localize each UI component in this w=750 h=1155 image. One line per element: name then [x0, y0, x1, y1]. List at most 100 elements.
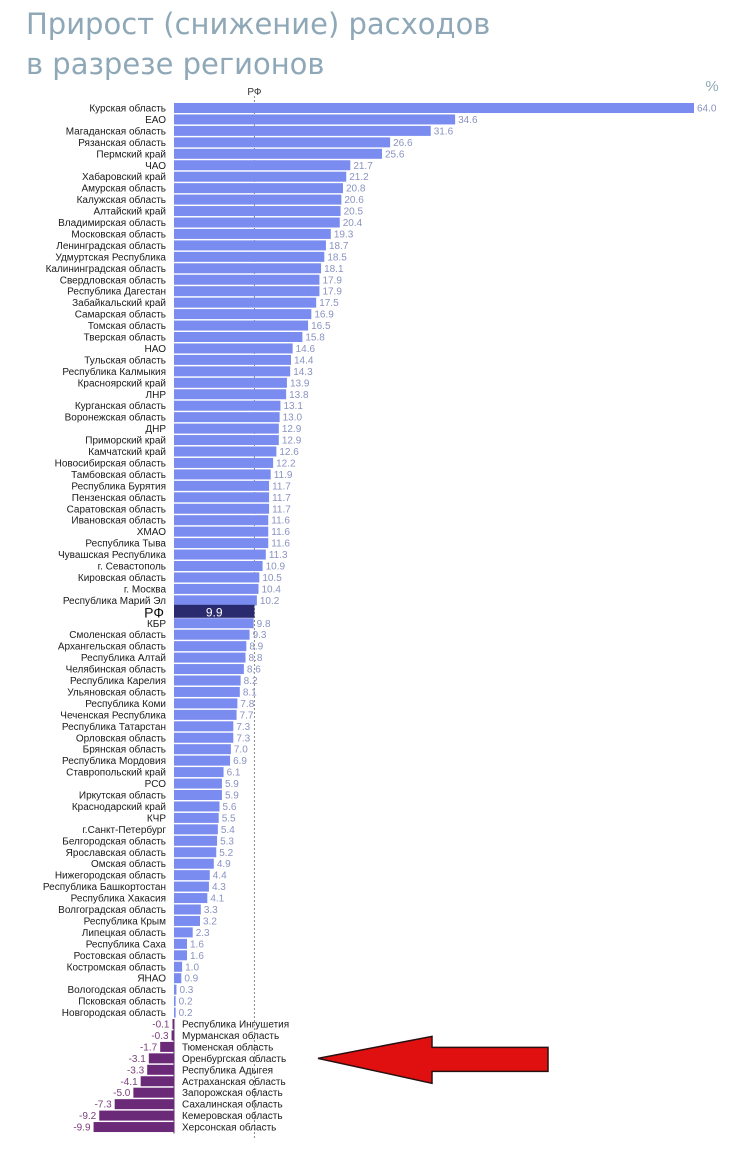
- category-label: Нижегородская область: [55, 870, 166, 882]
- value-label: 21.7: [353, 161, 373, 172]
- value-label: 13.9: [290, 378, 310, 389]
- bar: [172, 1019, 174, 1029]
- bar: [174, 343, 293, 354]
- value-label: 17.9: [322, 275, 342, 286]
- category-label: Владимирская область: [58, 217, 166, 229]
- value-label: 10.2: [260, 596, 280, 607]
- category-label: Амурская область: [82, 183, 166, 195]
- bar: [174, 767, 224, 778]
- value-label: 0.2: [179, 997, 193, 1008]
- value-label: 20.8: [346, 184, 366, 195]
- category-label: Самарская область: [75, 309, 166, 321]
- bar: [174, 984, 177, 995]
- bar: [174, 228, 331, 239]
- bar: [174, 125, 431, 136]
- bar: [174, 171, 347, 182]
- unit-label: %: [705, 78, 718, 95]
- value-label: 18.5: [327, 252, 347, 263]
- category-label: г.Санкт-Петербург: [82, 824, 166, 836]
- bar: [174, 286, 320, 297]
- category-label: Калининградская область: [46, 263, 166, 275]
- value-label: 4.4: [213, 871, 227, 882]
- value-label: 14.3: [293, 367, 313, 378]
- value-label: 7.3: [236, 733, 250, 744]
- bar: [174, 572, 260, 583]
- value-label: -0.3: [151, 1031, 169, 1042]
- bar: [99, 1110, 174, 1121]
- bar: [174, 400, 281, 411]
- value-label: 14.6: [296, 344, 316, 355]
- chart-title-line-1: Прирост (снижение) расходов: [26, 7, 491, 41]
- bar: [174, 549, 266, 560]
- bar: [174, 446, 277, 457]
- category-label: Республика Башкортостан: [43, 881, 166, 893]
- category-label: Челябинская область: [66, 664, 166, 676]
- bar: [174, 137, 391, 148]
- category-label: ХМАО: [137, 527, 166, 538]
- bar: [174, 595, 257, 606]
- category-label: Запорожская область: [182, 1087, 283, 1099]
- bar: [174, 503, 270, 514]
- value-label: 17.9: [322, 287, 342, 298]
- category-label: Пензенская область: [72, 492, 166, 504]
- value-label: 0.3: [179, 985, 193, 996]
- value-label: 5.3: [220, 836, 234, 847]
- category-label: Ленинградская область: [56, 240, 166, 252]
- bar: [174, 297, 317, 308]
- category-label: НАО: [145, 344, 167, 355]
- category-label: Иркутская область: [79, 790, 166, 802]
- value-label: 4.9: [217, 859, 231, 870]
- value-label: 0.2: [179, 1008, 193, 1019]
- category-label: Сахалинская область: [182, 1099, 283, 1111]
- bar: [174, 732, 234, 743]
- value-label: 13.1: [283, 401, 303, 412]
- bar: [174, 996, 176, 1007]
- bar: [174, 950, 187, 961]
- value-label: 6.9: [233, 756, 247, 767]
- value-label: 14.4: [294, 355, 314, 366]
- category-label: Оренбургская область: [182, 1053, 286, 1065]
- category-label: Псковская область: [78, 996, 166, 1008]
- value-label: 12.6: [279, 447, 299, 458]
- category-label: Кемеровская область: [182, 1110, 283, 1122]
- value-label: -4.1: [120, 1077, 138, 1088]
- category-label: КБР: [147, 619, 166, 630]
- category-label: КЧР: [147, 813, 166, 824]
- bar: [148, 1053, 174, 1064]
- value-label: 11.9: [274, 470, 293, 481]
- category-label: Приморский край: [85, 436, 166, 447]
- value-label: 15.8: [305, 333, 325, 344]
- category-label: Республика Бурятия: [71, 480, 166, 492]
- bar: [174, 801, 220, 812]
- value-label: 10.4: [262, 584, 282, 595]
- reference-category-label: РФ: [144, 604, 164, 620]
- value-label: 20.5: [344, 207, 364, 218]
- bar: [174, 790, 222, 800]
- bar: [174, 435, 279, 446]
- bar: [174, 423, 279, 434]
- value-label: 20.6: [344, 195, 364, 206]
- value-label: 11.6: [271, 527, 290, 538]
- bar: [174, 915, 200, 926]
- bar: [174, 412, 280, 423]
- category-label: Мурманская область: [182, 1030, 279, 1042]
- bar: [174, 206, 341, 217]
- bar: [174, 114, 456, 125]
- value-label: 5.9: [225, 791, 239, 802]
- bar: [174, 561, 263, 571]
- bar: [174, 320, 309, 331]
- bar: [174, 251, 325, 262]
- category-label: Свердловская область: [60, 274, 166, 286]
- bar: [174, 240, 326, 251]
- bar: [147, 1064, 174, 1075]
- bar: [174, 698, 238, 709]
- category-label: Пермский край: [96, 149, 166, 160]
- value-label: 7.0: [234, 745, 248, 756]
- bar: [174, 160, 351, 171]
- value-label: 1.0: [185, 962, 199, 973]
- reference-line-label: РФ: [247, 87, 262, 98]
- value-label: 13.8: [289, 390, 309, 401]
- value-label: 8.2: [244, 676, 258, 687]
- value-label: 0.9: [184, 974, 198, 985]
